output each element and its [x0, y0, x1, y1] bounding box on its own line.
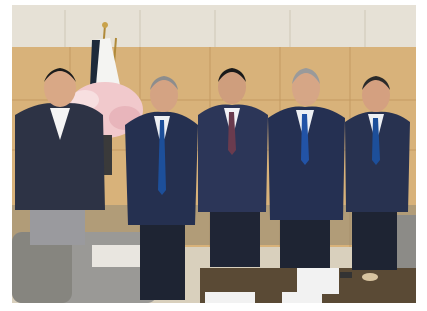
table [200, 268, 416, 303]
page [0, 0, 427, 311]
photo-content [12, 5, 416, 303]
upper-wall [12, 5, 416, 47]
photo [0, 0, 427, 311]
